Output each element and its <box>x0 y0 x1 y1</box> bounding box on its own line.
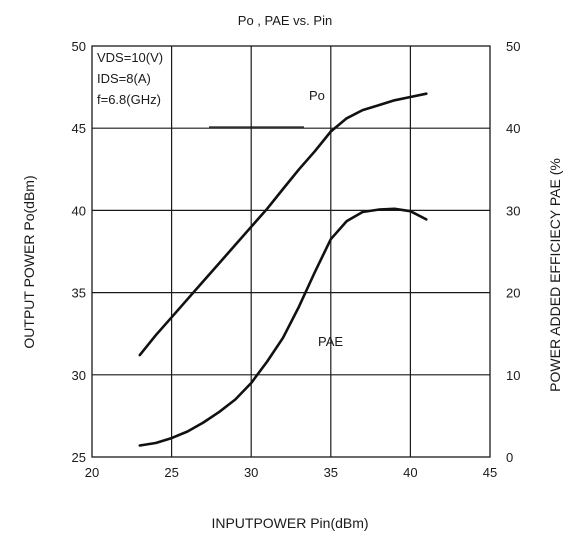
y-tick-label-right: 30 <box>506 203 520 218</box>
pae-curve-label: PAE <box>318 334 343 349</box>
y-tick-label-left: 40 <box>72 203 86 218</box>
x-tick-label: 20 <box>85 465 99 480</box>
y-axis-title-right: POWER ADDED EFFICIECY PAE (% <box>547 158 563 392</box>
y-tick-label-left: 35 <box>72 286 86 301</box>
po-curve-label: Po <box>309 88 325 103</box>
x-tick-label: 45 <box>483 465 497 480</box>
condition-ids: IDS=8(A) <box>97 71 151 86</box>
condition-frequency: f=6.8(GHz) <box>97 92 161 107</box>
x-axis-title: INPUTPOWER Pin(dBm) <box>211 515 368 531</box>
po-curve <box>138 92 428 357</box>
y-tick-label-right: 20 <box>506 286 520 301</box>
condition-vds: VDS=10(V) <box>97 50 163 65</box>
x-tick-label: 40 <box>403 465 417 480</box>
y-tick-label-left: 25 <box>72 450 86 465</box>
y-tick-label-right: 10 <box>506 368 520 383</box>
y-tick-label-left: 50 <box>72 39 86 54</box>
y-tick-label-right: 50 <box>506 39 520 54</box>
y-tick-label-left: 45 <box>72 121 86 136</box>
grid-lines <box>92 46 490 457</box>
x-tick-labels: 20 25 30 35 40 45 <box>85 465 497 480</box>
y-tick-label-right: 0 <box>506 450 513 465</box>
pae-curve <box>138 207 428 447</box>
data-series <box>138 92 428 447</box>
x-tick-label: 30 <box>244 465 258 480</box>
y-tick-labels-left: 25 30 35 40 45 50 <box>72 39 86 465</box>
y-tick-labels-right: 0 10 20 30 40 50 <box>506 39 520 465</box>
plot-frame <box>91 45 491 458</box>
x-tick-label: 25 <box>164 465 178 480</box>
x-tick-label: 35 <box>324 465 338 480</box>
y-tick-label-right: 40 <box>506 121 520 136</box>
y-tick-label-left: 30 <box>72 368 86 383</box>
test-conditions: VDS=10(V) IDS=8(A) f=6.8(GHz) <box>97 50 163 107</box>
y-axis-title-left: OUTPUT POWER Po(dBm) <box>21 175 37 348</box>
chart-title: Po , PAE vs. Pin <box>238 13 332 28</box>
